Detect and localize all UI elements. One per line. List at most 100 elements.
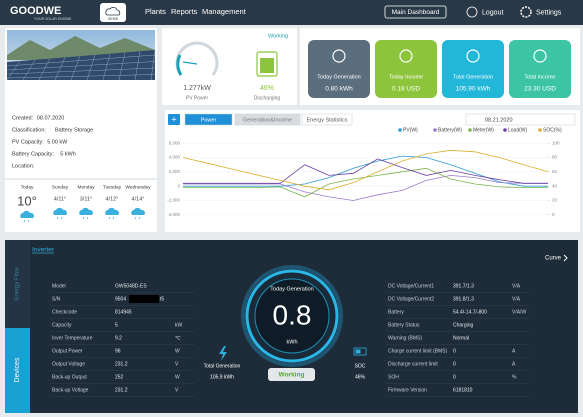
legend-label[interactable]: Meter(W) bbox=[473, 127, 494, 133]
row-value: 0 bbox=[453, 374, 456, 380]
row-unit: V/A bbox=[512, 296, 521, 302]
chart-tab-label[interactable]: Energy Statistics bbox=[307, 117, 348, 123]
logout[interactable]: Logout bbox=[482, 9, 503, 16]
info-value: 08.07.2020 bbox=[37, 115, 65, 121]
date-box bbox=[465, 113, 576, 126]
kpi-tile bbox=[442, 40, 504, 98]
row-label: SOH bbox=[388, 374, 399, 380]
energy-flow-tab bbox=[5, 240, 30, 328]
curve-link[interactable]: Curve bbox=[545, 256, 562, 262]
rain-drop bbox=[134, 216, 137, 220]
rain-drop bbox=[56, 216, 59, 220]
user-icon bbox=[466, 6, 478, 18]
row-value: 391.7/1.3 bbox=[453, 283, 474, 289]
weather-temp: 4/12° bbox=[106, 196, 119, 202]
chart-tab bbox=[301, 113, 353, 126]
legend-dot bbox=[538, 128, 542, 132]
info-value: 5 kWh bbox=[60, 151, 76, 157]
gauge-fill bbox=[176, 54, 183, 76]
y2-tick-label: 100 bbox=[552, 140, 560, 145]
row-value: 814945 bbox=[115, 309, 132, 315]
app-name: SEMS bbox=[108, 17, 119, 21]
row-value: Normal bbox=[453, 335, 469, 341]
info-label: Created: bbox=[12, 115, 34, 121]
row-unit: V bbox=[175, 361, 179, 367]
row-label: Discharge current limit bbox=[388, 361, 438, 367]
nav-item[interactable]: Management bbox=[202, 7, 247, 16]
rain-drop bbox=[82, 216, 85, 220]
nav-item[interactable]: Reports bbox=[171, 7, 198, 16]
row-value: t5 bbox=[160, 296, 164, 302]
rain-drop bbox=[86, 216, 89, 220]
row-label: Checkcode bbox=[52, 309, 77, 315]
main-dashboard[interactable]: Main Dashboard bbox=[392, 9, 440, 16]
rain-drop bbox=[27, 219, 30, 223]
row-label: Battery bbox=[388, 309, 404, 315]
gen-title: Today Generation bbox=[270, 286, 313, 292]
soc-label: SOC bbox=[355, 363, 366, 369]
legend-label[interactable]: SOC(%) bbox=[543, 127, 562, 133]
chart-date[interactable]: 08.21.2020 bbox=[485, 117, 513, 123]
weather-day: Today bbox=[21, 184, 34, 190]
row-unit: W bbox=[175, 374, 180, 380]
info-value: Battery Storage bbox=[55, 127, 93, 133]
cloud-icon bbox=[105, 207, 119, 215]
info-label: Battery Capacity: bbox=[12, 151, 54, 157]
row-label: Battery Status bbox=[388, 322, 420, 328]
total-value: 105.9 kWh bbox=[210, 374, 234, 380]
row-label: Charge current limit (BMS) bbox=[388, 348, 448, 354]
y-tick-label: -2,000 bbox=[167, 198, 180, 203]
tile-value: 105.90 kWh bbox=[456, 86, 491, 93]
row-value: 252 bbox=[115, 374, 124, 380]
gen-value: 0.8 bbox=[273, 299, 312, 330]
row-value: 231.2 bbox=[115, 361, 128, 367]
tile-value: 0.80 kWh bbox=[325, 86, 353, 93]
chart-tab-label[interactable]: Generation&Income bbox=[243, 117, 292, 123]
legend-dot bbox=[468, 128, 472, 132]
status-panel bbox=[162, 28, 297, 105]
panel-row bbox=[6, 67, 156, 75]
panel-row bbox=[6, 54, 156, 67]
row-value: 54.4/-14.7/-800 bbox=[453, 309, 487, 315]
nav-item[interactable]: Plants bbox=[145, 7, 166, 16]
devices-tab bbox=[5, 328, 30, 413]
energy-flow-tab-label[interactable]: Energy Flow bbox=[15, 267, 21, 301]
gen-inner bbox=[254, 278, 330, 354]
settings[interactable]: Settings bbox=[536, 9, 562, 16]
row-label: Model bbox=[52, 283, 66, 289]
chart-tab-label[interactable]: Power bbox=[201, 117, 217, 123]
weather-day: Monday bbox=[77, 184, 95, 190]
tile-label: Total Income bbox=[524, 74, 555, 80]
row-label: S/N bbox=[52, 296, 61, 302]
tile-label: Today Generation bbox=[317, 74, 360, 80]
y-tick-label: 2,000 bbox=[169, 169, 181, 174]
devices-tab-label[interactable]: Devices bbox=[14, 357, 21, 382]
y2-tick-label: 20 bbox=[552, 198, 558, 203]
tile-value: 0.18 USD bbox=[392, 86, 420, 93]
add-button bbox=[168, 114, 180, 125]
y-tick-label: 0 bbox=[177, 183, 180, 188]
kpi-tile bbox=[308, 40, 370, 98]
legend-label[interactable]: Load(W) bbox=[508, 127, 528, 133]
series-line bbox=[182, 149, 549, 191]
weather-temp: 3/11° bbox=[80, 196, 93, 202]
y-tick-label: -4,000 bbox=[167, 212, 180, 217]
row-value: 0 bbox=[453, 348, 456, 354]
weather-panel bbox=[5, 180, 157, 232]
panel-line bbox=[6, 60, 21, 81]
legend-label[interactable]: Battery(W) bbox=[438, 127, 462, 133]
cloud-icon bbox=[105, 6, 121, 16]
legend-label[interactable]: PV(W) bbox=[403, 127, 418, 133]
inverter-link[interactable]: Inverter bbox=[32, 247, 55, 254]
cloud-icon bbox=[20, 210, 34, 218]
panel-row bbox=[6, 74, 156, 79]
soc-battery bbox=[353, 347, 367, 356]
row-value: 5 bbox=[115, 322, 118, 328]
panel-line bbox=[22, 59, 36, 81]
row-label: Back-up Voltage bbox=[52, 387, 89, 393]
row-value: Charging bbox=[453, 322, 474, 328]
battery-pct: 46% bbox=[260, 85, 274, 92]
chart-tab bbox=[234, 113, 301, 126]
row-unit: V/A bbox=[512, 283, 521, 289]
weather-temp: 4/11° bbox=[54, 196, 67, 202]
